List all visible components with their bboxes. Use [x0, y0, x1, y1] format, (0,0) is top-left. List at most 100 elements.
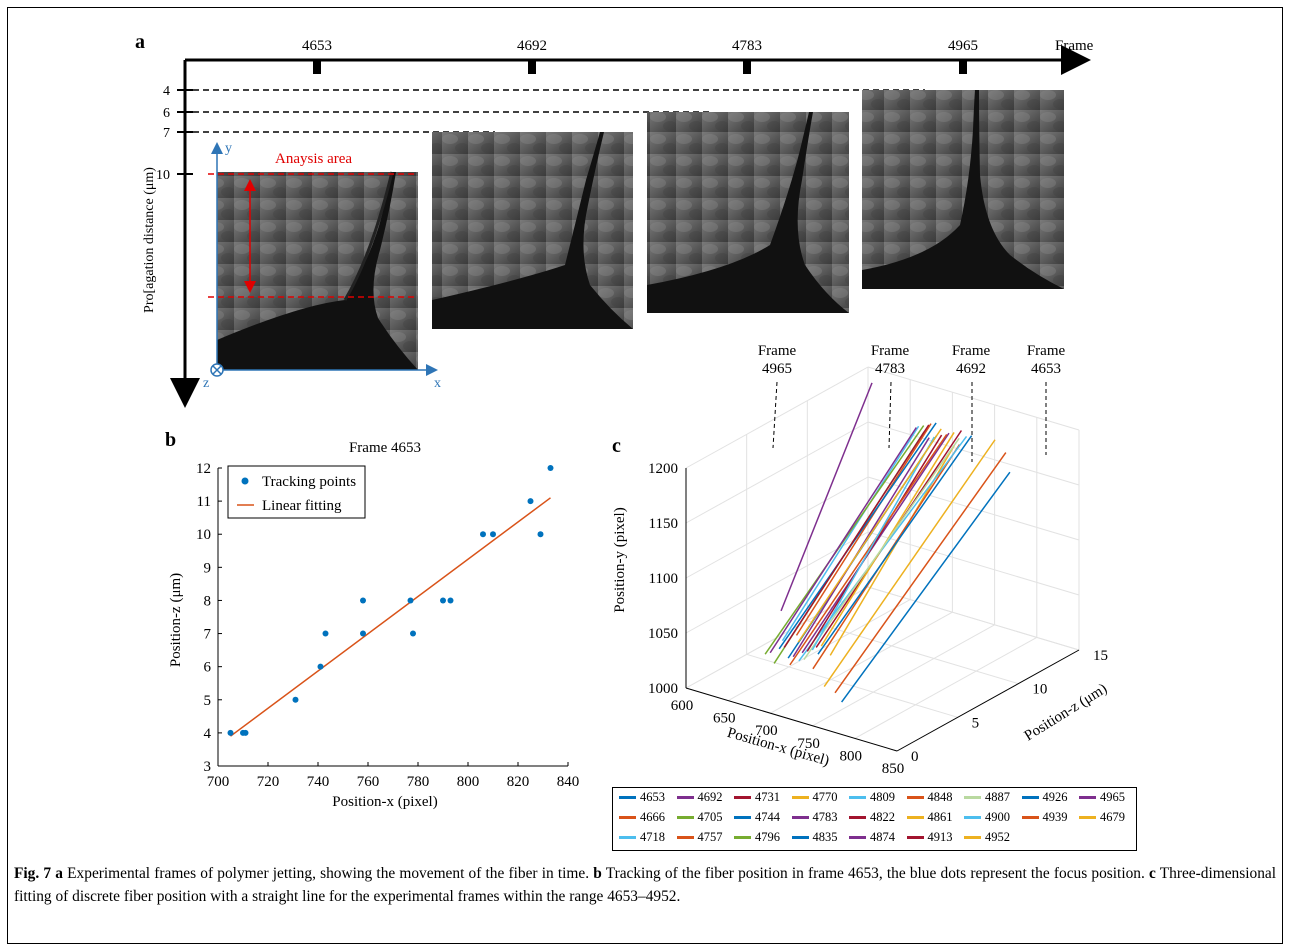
callout-4965-line2: 4965 [762, 361, 792, 377]
legend-label: 4796 [755, 830, 780, 844]
legend-swatch [734, 835, 751, 839]
legend-swatch [849, 815, 866, 819]
caption-a-text: Experimental frames of polymer jetting, … [62, 865, 594, 882]
legend-swatch [1079, 795, 1096, 799]
panel-c-grid [812, 624, 995, 727]
panel-c-grid [867, 421, 1080, 486]
fit-line-4887 [803, 437, 960, 660]
legend-label: 4705 [697, 810, 723, 824]
propagation-ticks [177, 89, 193, 175]
figure-caption: Fig. 7 a Experimental frames of polymer … [14, 862, 1276, 908]
panel-c-y-tick-label: 1100 [649, 571, 678, 587]
legend-entry-4770: 4770 [791, 790, 838, 805]
frame-tick-4783 [743, 60, 751, 74]
legend-entry-4913: 4913 [906, 830, 953, 845]
tracking-point [227, 729, 234, 736]
figure-frame [7, 7, 1283, 944]
fit-line-4965 [780, 382, 873, 612]
coord-z-label: z [203, 376, 209, 391]
panel-c-legend: 4653 4692 4731 4770 4809 4848 4887 4926 4965 4666… [612, 787, 1137, 851]
legend-label: 4679 [1100, 810, 1125, 824]
tracking-point [317, 663, 324, 670]
callout-4653-line1: Frame [1027, 343, 1066, 359]
tracking-point [537, 531, 544, 538]
frame-tick-4692 [528, 60, 536, 74]
legend-entry-4809: 4809 [849, 790, 895, 805]
tracking-point [547, 465, 554, 471]
panel-b-x-tick-label: 820 [507, 774, 530, 790]
legend-entry-4822: 4822 [849, 810, 895, 825]
prop-tick-7: 7 [163, 126, 170, 141]
tracking-point [410, 630, 416, 637]
callout-4783-line2: 4783 [875, 361, 905, 377]
legend-swatch [1021, 815, 1039, 819]
legend-label: 4965 [1100, 790, 1125, 804]
panel-c-x-axis [685, 687, 898, 752]
frame-image-4783 [647, 112, 849, 313]
tracking-point [360, 630, 366, 637]
legend-label: 4783 [812, 810, 838, 824]
tracking-point [292, 696, 299, 703]
frame-ticks [313, 60, 967, 74]
frame-label-4965: 4965 [948, 38, 978, 54]
caption-b-text: Tracking of the fiber position in frame … [601, 865, 1150, 882]
fit-line-4653 [841, 471, 1011, 703]
legend-label: 4926 [1042, 790, 1068, 804]
frame-image-4653 [217, 171, 418, 370]
panel-c-y-tick-label: 1200 [648, 461, 678, 477]
propagation-axis-label: Pro[agation distance (μm) [142, 167, 157, 313]
legend-label: 4848 [927, 790, 953, 804]
panel-c-x-tick-label: 650 [713, 711, 736, 727]
legend-swatch [906, 815, 924, 819]
panel-c-grid [685, 366, 869, 469]
tracking-point [407, 597, 414, 604]
legend-swatch [906, 835, 924, 839]
panel-b-x-tick-label: 800 [457, 774, 480, 790]
panel-c-ylabel: Position-y (pixel) [612, 507, 628, 612]
fit-line-4718 [781, 425, 920, 642]
legend-entry-4874: 4874 [849, 830, 895, 845]
caption-fig-label: Fig. 7 [14, 865, 52, 882]
panel-c-grid [746, 653, 958, 718]
panel-b-y-tick-label: 8 [204, 593, 212, 609]
legend-entry-4848: 4848 [906, 790, 953, 805]
legend-entry-4744: 4744 [734, 810, 780, 825]
callout-4692-line2: 4692 [956, 361, 986, 377]
legend-swatch [964, 835, 981, 839]
tracking-point [440, 597, 446, 604]
legend-entry-4887: 4887 [964, 790, 1010, 805]
caption-b-label: b [593, 865, 602, 882]
legend-swatch [676, 795, 694, 799]
fit-line-4666 [834, 452, 1007, 694]
legend-label: 4731 [755, 790, 780, 804]
legend-swatch [619, 815, 636, 819]
panel-b-y-tick-label: 7 [204, 627, 212, 643]
legend-label: 4835 [812, 830, 838, 844]
linear-fit-line [230, 497, 551, 737]
frame-label-4653: 4653 [302, 38, 332, 54]
legend-swatch [676, 835, 694, 839]
legend-swatch [791, 795, 809, 799]
panel-c-x-tick-label: 600 [671, 698, 694, 714]
panel-b-chart: 700 720 740 760 780 800 820 840 3 4 5 6 7 8 9 10 11 12 [196, 461, 579, 790]
legend-entry-4718: 4718 [619, 830, 665, 845]
caption-c-label: c [1149, 865, 1156, 882]
tracking-point [242, 729, 249, 736]
panel-b-x-tick-label: 700 [207, 774, 230, 790]
panel-b-ylabel: Position-z (μm) [168, 573, 184, 667]
panel-b-label: b [165, 429, 176, 451]
prop-tick-4: 4 [163, 84, 170, 99]
legend-entry-4757: 4757 [676, 830, 723, 845]
legend-label: 4861 [927, 810, 953, 824]
panel-b-y-tick-label: 6 [204, 660, 212, 676]
panel-c-z-tick-label: 10 [1032, 682, 1047, 698]
legend-entry-4731: 4731 [734, 790, 780, 805]
coord-y-label: y [225, 141, 232, 156]
panel-c-grid [685, 531, 869, 634]
panel-c-z-tick-label: 15 [1093, 648, 1108, 664]
panel-c-y-tick-label: 1150 [649, 516, 678, 532]
legend-entry-4861: 4861 [906, 810, 953, 825]
legend-entry-4679: 4679 [1079, 810, 1125, 825]
panel-b-y-tick-label: 5 [204, 693, 212, 709]
